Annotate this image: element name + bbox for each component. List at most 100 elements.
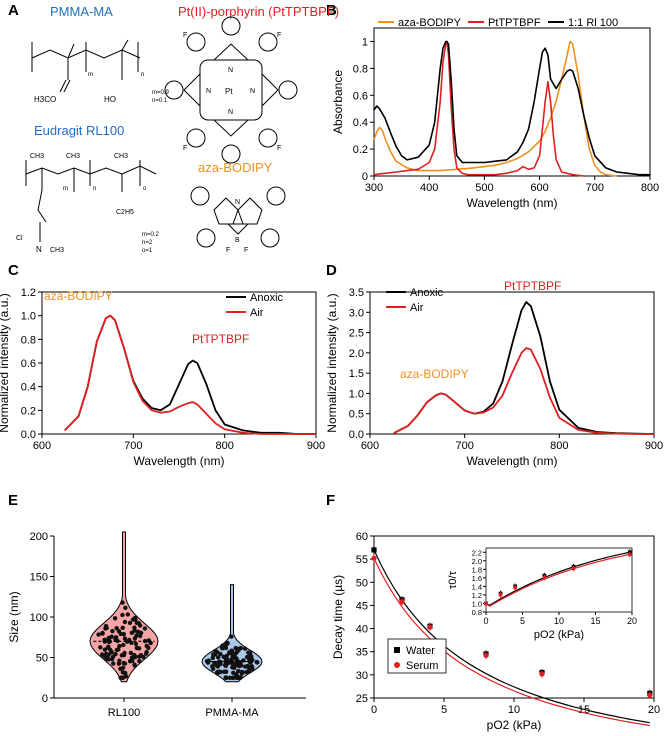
e-datapoint: [236, 669, 241, 674]
e-datapoint: [120, 670, 126, 675]
e-datapoint: [114, 626, 119, 631]
c-ylabel: Normalized intensity (a.u.): [0, 293, 11, 432]
pmma-title: PMMA-MA: [50, 4, 113, 19]
e-datapoint: [132, 655, 138, 660]
pmma-ratio-n: n=0.1: [152, 98, 168, 104]
pmma-ratio-m: m=0.9: [152, 90, 170, 96]
eud-nch3: CH3: [50, 247, 64, 254]
e-datapoint: [122, 661, 128, 666]
f-inset-ytick-label: 1.0: [472, 599, 482, 608]
f-inset-frame: [485, 547, 633, 613]
f-ylabel: Decay time (µs): [331, 575, 345, 659]
f-legend-swatch-1: [394, 662, 400, 668]
eud-sub-n: n: [93, 186, 96, 192]
b-xtick-label: 800: [641, 182, 659, 194]
f-legend-swatch-0: [394, 647, 400, 653]
e-datapoint: [132, 663, 138, 668]
e-datapoint: [123, 605, 128, 610]
bodipy-b: B: [235, 237, 240, 244]
b-legend-label-2: 1:1 Rl 100: [568, 17, 618, 29]
c-series-1: [64, 314, 316, 435]
chart-c-emission: 600 700 800 900 0.0 0.2 0.4 0.6 0.8 1.0 1.2 Wavelen…: [0, 287, 325, 468]
d-xtick-label: 600: [361, 440, 379, 452]
d-annotation-1: aza-BODIPY: [400, 367, 469, 381]
e-datapoint: [246, 669, 251, 674]
f-inset-ytick-label: 1.6: [472, 574, 482, 583]
e-datapoint: [127, 620, 133, 626]
d-xtick-label: 900: [645, 440, 663, 452]
e-datapoint: [216, 659, 222, 665]
porphyrin-f-4: F: [277, 145, 281, 152]
porphyrin-n-3: N: [206, 88, 211, 95]
d-plot-frame: [369, 291, 655, 435]
e-datapoint: [142, 626, 148, 631]
e-datapoint: [110, 628, 115, 634]
chart-d-emission: 600 700 800 900 0.0 0.5 1.0 1.5 2.0 2.5 3.0 3.5 Wave…: [325, 279, 663, 468]
f-ytick-label: 45: [356, 600, 368, 612]
e-ytick-label: 0: [42, 693, 48, 705]
panel-label-e: E: [8, 492, 18, 509]
f-ytick-label: 40: [356, 624, 368, 636]
e-datapoint: [238, 675, 243, 680]
f-inset-xlabel: pO2 (kPa): [534, 629, 584, 641]
e-datapoint: [120, 612, 125, 618]
e-datapoint: [102, 647, 108, 652]
e-datapoint: [223, 675, 228, 680]
b-ytick-label: 0.6: [353, 90, 368, 102]
eud-cl: Cl: [16, 235, 23, 242]
e-datapoint: [120, 600, 125, 605]
e-datapoint: [230, 665, 235, 670]
e-datapoint: [137, 658, 142, 664]
e-datapoint: [128, 650, 134, 656]
porphyrin-n-2: N: [228, 109, 233, 116]
c-annotation-0: aza-BODIPY: [44, 289, 113, 303]
f-inset-series-1-point: [484, 601, 488, 606]
c-ytick-label: 1.0: [21, 311, 36, 323]
e-datapoint: [144, 651, 149, 656]
f-series-1-point: [539, 671, 545, 677]
b-xlabel: Wavelength (nm): [467, 196, 558, 210]
eudragit-title: Eudragit RL100: [34, 123, 124, 138]
b-series-1: [373, 40, 584, 177]
f-inset-xtick-label: 5: [520, 616, 525, 626]
eud-ch3-2: CH3: [66, 153, 80, 160]
eud-ratio-n: n=2: [142, 240, 153, 246]
e-datapoint: [230, 652, 235, 658]
e-datapoint: [137, 633, 143, 639]
e-datapoint: [223, 644, 228, 649]
b-ytick-label: 0: [362, 171, 368, 183]
c-xlabel: Wavelength (nm): [134, 454, 225, 468]
e-datapoint: [106, 644, 111, 649]
pmma-methyl: [67, 39, 129, 59]
f-inset-ytick-label: 1.8: [472, 565, 482, 574]
e-ylabel: Size (nm): [7, 591, 21, 642]
e-datapoint: [135, 629, 141, 634]
panel-label-f: F: [326, 492, 335, 509]
porphyrin-structure: [164, 16, 298, 164]
b-ytick-label: 1: [362, 36, 368, 48]
bodipy-n: N: [235, 199, 240, 206]
e-datapoint: [218, 669, 223, 675]
bodipy-f-2: F: [244, 247, 248, 254]
e-datapoint: [148, 640, 153, 646]
c-legend-label-0: Anoxic: [250, 292, 284, 304]
e-datapoint: [146, 645, 151, 650]
f-inset-xtick-label: 20: [627, 616, 637, 626]
e-ytick-label: 200: [30, 531, 48, 543]
e-datapoint: [120, 675, 126, 680]
e-datapoint: [113, 637, 118, 642]
e-datapoint: [106, 657, 112, 662]
e-datapoint: [245, 663, 250, 669]
e-datapoint: [121, 642, 126, 648]
pmma-sub-m: m: [88, 72, 93, 78]
e-datapoint: [210, 666, 216, 671]
b-xtick-label: 500: [475, 182, 493, 194]
c-xtick-label: 900: [307, 440, 325, 452]
e-datapoint: [98, 645, 103, 650]
f-inset-series-1-point: [571, 566, 576, 571]
f-inset-ytick-label: 1.2: [472, 591, 482, 600]
eudragit-skeleton: [25, 160, 157, 242]
b-ytick-label: 0.2: [353, 144, 368, 156]
e-datapoint: [134, 620, 139, 626]
